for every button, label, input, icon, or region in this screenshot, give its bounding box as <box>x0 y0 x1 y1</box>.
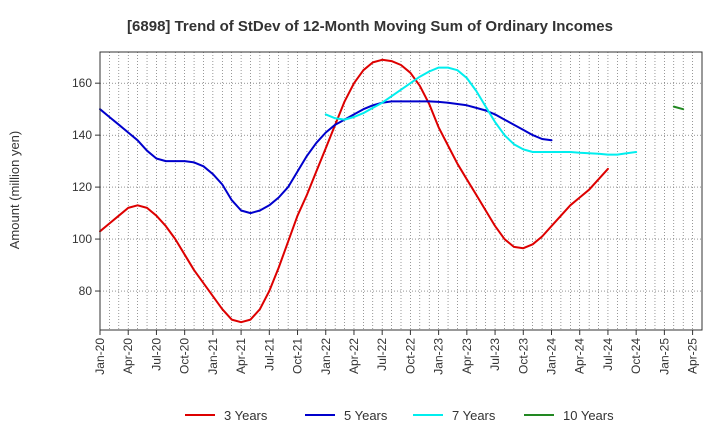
x-tick-label: Jul-21 <box>262 338 276 371</box>
x-tick-label: Jul-20 <box>149 338 163 371</box>
y-tick-label: 80 <box>79 284 93 298</box>
series-line-3-years <box>99 58 609 324</box>
y-tick-label: 160 <box>72 76 92 90</box>
series-line-7-years <box>324 66 638 156</box>
x-ticks: Jan-20 Apr-20 Jul-20 Oct-20 Jan-21 Apr-21 Jul-… <box>93 330 700 375</box>
y-tick-label: 140 <box>72 128 92 142</box>
x-tick-label: Jan-23 <box>432 338 446 375</box>
y-tick-label: 100 <box>72 232 92 246</box>
x-tick-label: Oct-24 <box>629 338 643 374</box>
x-tick-label: Jan-22 <box>319 338 333 375</box>
x-tick-label: Jul-24 <box>601 338 615 371</box>
x-tick-label: Apr-22 <box>347 338 361 374</box>
x-tick-label: Jan-20 <box>93 338 107 375</box>
series-line-5-years <box>99 100 553 215</box>
chart-title: [6898] Trend of StDev of 12-Month Moving… <box>127 18 613 35</box>
legend-label-10-years: 10 Years <box>563 408 614 423</box>
x-tick-label: Jul-23 <box>488 338 502 371</box>
x-tick-label: Oct-22 <box>403 338 417 374</box>
legend-label-5-years: 5 Years <box>344 408 388 423</box>
plot-area <box>99 51 703 331</box>
x-tick-label: Apr-24 <box>573 338 587 374</box>
x-tick-label: Jan-21 <box>206 338 220 375</box>
grid <box>100 52 702 330</box>
y-ticks: 80 100 120 140 160 <box>72 76 100 298</box>
x-tick-label: Oct-23 <box>516 338 530 374</box>
legend-label-7-years: 7 Years <box>452 408 496 423</box>
x-tick-label: Oct-21 <box>291 338 305 374</box>
x-tick-label: Apr-20 <box>121 338 135 374</box>
legend-label-3-years: 3 Years <box>224 408 268 423</box>
x-tick-label: Jan-24 <box>545 338 559 375</box>
x-tick-label: Apr-25 <box>686 338 700 374</box>
x-tick-label: Jul-22 <box>375 338 389 371</box>
series-layer <box>99 58 685 324</box>
y-tick-label: 120 <box>72 180 92 194</box>
x-tick-label: Apr-21 <box>234 338 248 374</box>
x-tick-label: Jan-25 <box>657 338 671 375</box>
legend: 3 Years 5 Years 7 Years 10 Years <box>185 408 614 423</box>
y-axis-label: Amount (million yen) <box>7 131 22 250</box>
x-tick-label: Oct-20 <box>178 338 192 374</box>
x-tick-label: Apr-23 <box>460 338 474 374</box>
series-line-10-years <box>672 105 685 111</box>
